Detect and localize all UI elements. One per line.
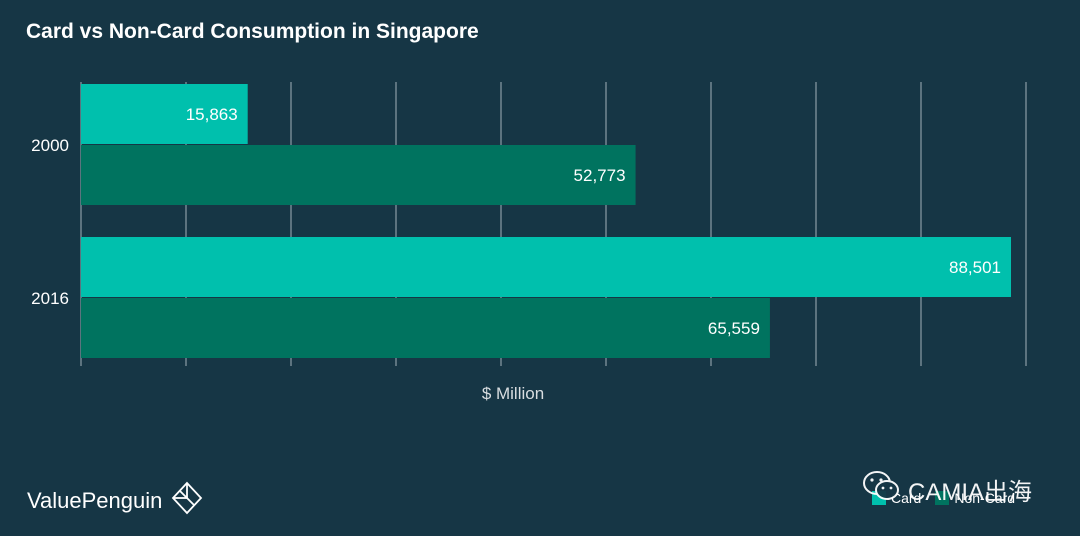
watermark-text: CAMIA出海 xyxy=(908,479,1033,506)
bar-card-2016 xyxy=(81,237,1011,297)
category-label: 2000 xyxy=(31,136,69,155)
category-label: 2016 xyxy=(31,289,69,308)
bar-non-card-2000 xyxy=(81,145,636,205)
x-axis-label: $ Million xyxy=(482,384,544,403)
wechat-icon xyxy=(862,470,900,509)
legend-swatch-non-card xyxy=(935,491,950,505)
brand-name: ValuePenguin xyxy=(27,488,163,513)
bar-chart: 15,863 52,773 2000 88,501 65,559 2016 $ Millio… xyxy=(31,82,1027,403)
bar-non-card-2016 xyxy=(81,298,770,358)
chart-title: Card vs Non-Card Consumption in Singapor… xyxy=(26,20,479,43)
brand-logo: ValuePenguin xyxy=(27,481,204,521)
legend-item-non-card: Non-Card xyxy=(935,490,1015,506)
chart-legend: Card Non-Card xyxy=(872,490,1015,506)
legend-label-non-card: Non-Card xyxy=(954,490,1016,506)
data-label: 15,863 xyxy=(186,105,238,124)
bar-card-2000 xyxy=(81,84,248,144)
data-label: 88,501 xyxy=(949,258,1001,277)
legend-label-card: Card xyxy=(891,490,922,506)
watermark: CAMIA出海 xyxy=(862,470,1032,509)
valuepenguin-logo-icon xyxy=(170,481,204,521)
data-label: 65,559 xyxy=(708,319,760,338)
data-label: 52,773 xyxy=(574,166,626,185)
